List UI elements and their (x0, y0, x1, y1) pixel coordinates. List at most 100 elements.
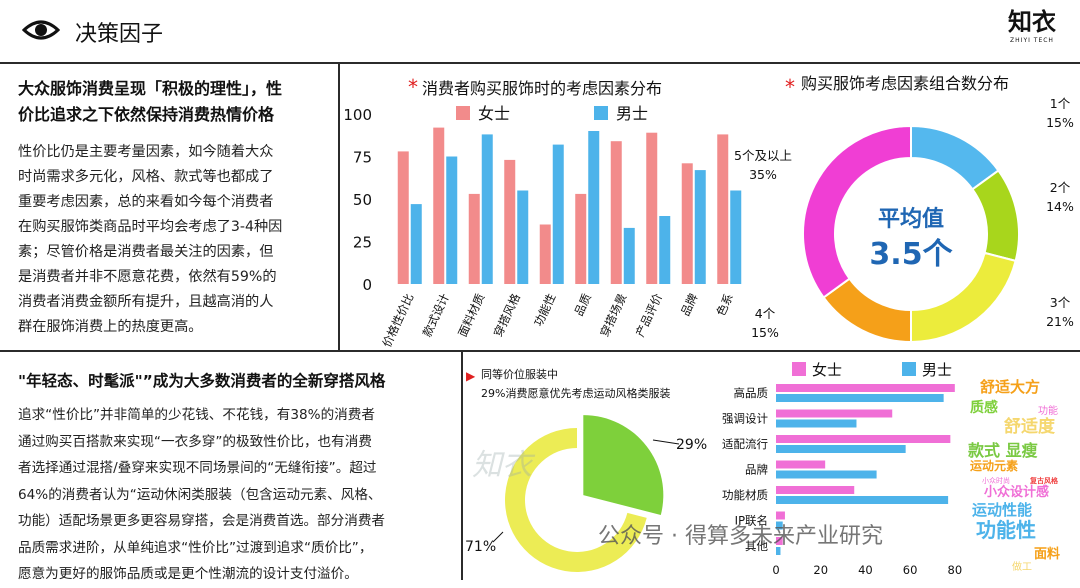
legend-label-male: 男士 (616, 104, 648, 123)
leader-line (492, 531, 504, 543)
slice-label: 5个及以上 (734, 148, 792, 163)
slice-label: 1个 (1050, 96, 1071, 111)
y-tick-label: 100 (343, 106, 372, 124)
top-left-body: 性价比仍是主要考量因素，如今随着大众 时尚需求多元化，风格、款式等也都成了 重要… (18, 140, 330, 340)
x-tick-label: 穿搭场景 (597, 291, 629, 339)
word-cloud-term: 质感 (970, 399, 998, 416)
watermark-logo: 知衣 (472, 448, 532, 483)
bar-male (410, 204, 422, 284)
legend-swatch-male (902, 362, 916, 376)
bar-male (659, 216, 671, 284)
body-line: 64%的消费者认为“运动休闲类服装（包含运动元素、风格、 (18, 486, 382, 503)
bar-female (776, 486, 855, 494)
body-line: 品质需求进阶，从单纯追求“性价比”过渡到追求“质价比”， (18, 539, 373, 556)
word-cloud-term: 舒适大方 (980, 378, 1040, 396)
slice-pct: 14% (1046, 199, 1074, 214)
title-mark: * (785, 75, 795, 99)
body-line: 在购买服饰类商品时平均会考虑了3-4种因 (18, 219, 283, 235)
word-cloud-term: 运动元素 (970, 458, 1018, 473)
x-tick-label: 面料材质 (455, 291, 487, 339)
body-line: 愿意为更好的服饰品质或是更个性潮流的设计支付溢价。 (18, 566, 358, 582)
title-mark: ▶ (466, 369, 476, 383)
divider-vertical-top (338, 62, 340, 352)
word-cloud-term: 做工 (1012, 560, 1032, 573)
bar-female (776, 435, 951, 443)
body-line: 是消费者并非不愿意花费，依然有59%的 (18, 269, 277, 285)
x-tick-label: 价格性价比 (379, 291, 416, 349)
word-cloud-term: 小众时尚 (982, 476, 1010, 485)
bar-female (646, 132, 658, 284)
y-tick-label: 适配流行 (722, 437, 768, 451)
legend-label-female: 女士 (812, 361, 842, 379)
body-line: 追求“性价比”并非简单的少花钱、不花钱，有38%的消费者 (18, 407, 375, 423)
x-tick-label: 20 (813, 563, 828, 577)
heading-line: 大众服饰消费呈现「积极的理性」，性 (18, 79, 283, 98)
bar-male (730, 190, 742, 284)
bar-male (517, 190, 529, 284)
divider-top (0, 62, 1080, 64)
bar-male (776, 419, 857, 428)
slice-label: 2个 (1050, 180, 1071, 195)
divider-middle (0, 350, 1080, 352)
y-tick-label: 其他 (745, 539, 768, 553)
word-cloud-term: 功能 (1038, 404, 1058, 417)
slice-label: 71% (465, 539, 496, 555)
x-tick-label: 品牌 (678, 291, 700, 318)
x-tick-label: 60 (903, 563, 918, 577)
y-tick-label: 50 (353, 191, 372, 209)
logo-text: 知衣 (1008, 8, 1056, 36)
slice-pct: 15% (751, 325, 779, 340)
bar-female (433, 127, 445, 284)
x-tick-label: 0 (772, 563, 779, 577)
body-line: 者选择通过混搭/叠穿来实现不同场景间的“无缝衔接”。超过 (18, 460, 377, 476)
bar-male (776, 547, 781, 555)
bar-female (776, 511, 785, 520)
y-tick-label: 75 (353, 149, 372, 167)
divider-vertical-bottom (461, 350, 463, 580)
bar-male (776, 496, 949, 504)
y-tick-label: 0 (362, 276, 372, 294)
bar-female (681, 163, 693, 284)
slice-pct: 21% (1046, 314, 1074, 329)
word-cloud-term: 面料 (1034, 546, 1060, 562)
bar-female (397, 151, 409, 284)
x-tick-label: 款式设计 (420, 291, 452, 339)
top-left-heading: 大众服饰消费呈现「积极的理性」，性 价比追求之下依然保持消费热情价格 (18, 76, 330, 128)
body-line: 功能）适配场景更多更容易穿搭，会是消费首选。部分消费者 (18, 513, 386, 529)
word-cloud-term: 款式 显瘦 (968, 441, 1038, 460)
legend-label-female: 女士 (478, 104, 510, 123)
body-line: 素；尽管价格是消费者最关注的因素，但 (18, 244, 274, 260)
word-cloud-term: 小众设计感 (984, 484, 1049, 500)
body-line: 性价比仍是主要考量因素，如今随着大众 (18, 144, 274, 160)
bar-female (776, 460, 826, 469)
bar-female (776, 537, 783, 545)
slice-pct: 35% (749, 167, 777, 182)
bar-male (446, 156, 458, 284)
y-tick-label: 功能材质 (722, 488, 768, 502)
title-mark: * (408, 75, 418, 99)
slice-label: 29% (676, 437, 707, 453)
bar-male (588, 131, 600, 284)
bar-male (552, 144, 564, 284)
word-cloud-term: 功能性 (976, 518, 1036, 542)
y-tick-label: 强调设计 (722, 412, 768, 426)
word-cloud-term: 运动性能 (972, 501, 1032, 519)
consideration-factors-bar-chart: * 消费者购买服饰时的考虑因素分布女士 男士 0 25 50 75 100 价格性价比 款式设计面… (343, 75, 742, 349)
bottom-left-heading: "年轻态、时髦派"”成为大多数消费者的全新穿搭风格 (18, 372, 386, 390)
x-tick-label: 产品评价 (633, 291, 665, 339)
heading-line: 价比追求之下依然保持消费热情价格 (18, 105, 275, 124)
bar-female (776, 409, 893, 418)
logo-subtext: ZHIYI TECH (1010, 37, 1054, 44)
y-tick-label: 高品质 (734, 386, 769, 400)
y-tick-label: 25 (353, 234, 372, 252)
donut-slice (802, 124, 912, 299)
body-line: 重要考虑因素，总的来看如今每个消费者 (18, 194, 274, 210)
word-cloud-term: 复古风格 (1029, 476, 1059, 485)
x-tick-label: 品质 (572, 291, 594, 318)
brand-logo: 知衣 ZHIYI TECH (1002, 2, 1062, 44)
x-tick-label: 穿搭风格 (491, 291, 523, 339)
bar-male (776, 521, 783, 530)
chart-title-line: 同等价位服装中 (481, 367, 558, 381)
legend-swatch-male (594, 106, 608, 120)
